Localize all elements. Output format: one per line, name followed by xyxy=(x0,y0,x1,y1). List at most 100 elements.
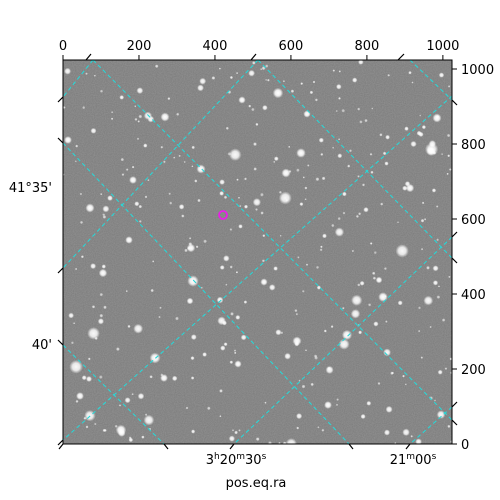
star xyxy=(433,399,437,402)
star xyxy=(349,149,352,153)
star xyxy=(358,330,363,335)
star xyxy=(358,212,362,216)
bright-star xyxy=(426,146,436,156)
star xyxy=(420,247,424,251)
star xyxy=(233,349,237,352)
star xyxy=(309,90,314,95)
star xyxy=(197,84,204,92)
star xyxy=(240,334,247,341)
star xyxy=(296,426,300,430)
star xyxy=(366,400,372,406)
star xyxy=(99,292,104,297)
star xyxy=(342,191,347,197)
right-tick-label: 600 xyxy=(461,213,486,228)
star xyxy=(260,68,263,71)
star xyxy=(294,309,298,313)
star xyxy=(335,403,339,407)
star xyxy=(75,144,79,148)
star xyxy=(128,436,132,440)
star xyxy=(91,305,96,309)
star xyxy=(229,228,233,231)
wcs-tick xyxy=(250,53,257,61)
star xyxy=(265,64,269,68)
star xyxy=(318,137,324,143)
star xyxy=(316,285,321,290)
star xyxy=(261,259,265,263)
star xyxy=(322,233,327,239)
star xyxy=(134,105,137,108)
star xyxy=(371,107,374,110)
grid-line xyxy=(63,95,452,441)
star xyxy=(147,179,150,182)
star xyxy=(87,357,91,361)
right-pixel-axis: 0 200 400 600 800 1000 xyxy=(452,63,494,453)
star xyxy=(338,138,341,141)
top-tick-label: 200 xyxy=(127,39,152,54)
star xyxy=(364,118,368,123)
star xyxy=(421,201,425,205)
wcs-tick xyxy=(397,53,405,61)
star xyxy=(175,316,179,321)
wcs-tick xyxy=(451,231,458,238)
star xyxy=(103,428,107,432)
dec-tick-label: 41°35' xyxy=(9,181,52,196)
star xyxy=(320,245,323,249)
star xyxy=(267,78,270,82)
star xyxy=(171,375,178,382)
bright-star xyxy=(432,113,442,123)
star xyxy=(438,285,440,288)
star xyxy=(419,114,422,117)
star xyxy=(404,383,407,386)
star xyxy=(314,355,319,360)
star xyxy=(342,211,346,215)
star xyxy=(441,153,444,156)
top-wcs-ticks xyxy=(85,53,405,61)
right-tick-label: 0 xyxy=(461,438,469,453)
star xyxy=(330,325,334,329)
star xyxy=(152,260,155,263)
star xyxy=(402,374,405,378)
right-tick-label: 1000 xyxy=(461,63,494,78)
star xyxy=(297,256,300,259)
star xyxy=(137,392,145,400)
star xyxy=(236,178,239,181)
star xyxy=(307,164,310,167)
star xyxy=(217,316,226,326)
star xyxy=(149,375,153,379)
star xyxy=(441,318,446,322)
star xyxy=(185,406,189,410)
star xyxy=(341,108,346,113)
star xyxy=(183,160,186,164)
star xyxy=(357,283,361,287)
right-wcs-ticks xyxy=(451,99,458,426)
bright-star xyxy=(296,148,306,158)
bright-star xyxy=(324,401,332,409)
wcs-tick xyxy=(451,99,458,106)
sky-image xyxy=(63,60,452,444)
star xyxy=(296,413,303,420)
bright-star xyxy=(186,243,196,253)
star xyxy=(369,152,373,156)
star xyxy=(360,413,366,420)
star xyxy=(252,198,262,207)
star xyxy=(127,324,131,328)
star xyxy=(173,156,176,159)
star xyxy=(285,438,297,444)
wcs-tick xyxy=(57,439,64,446)
star xyxy=(63,106,66,109)
target-marker[interactable] xyxy=(218,210,228,220)
star xyxy=(432,265,439,272)
star xyxy=(397,300,403,306)
star xyxy=(85,425,89,429)
star xyxy=(273,266,278,271)
star xyxy=(235,314,241,320)
star xyxy=(225,126,229,130)
star xyxy=(305,349,307,352)
star xyxy=(278,190,282,194)
star xyxy=(321,176,326,181)
star xyxy=(282,80,286,83)
wcs-tick xyxy=(451,401,458,408)
wcs-tick xyxy=(85,53,92,61)
star xyxy=(102,213,106,217)
